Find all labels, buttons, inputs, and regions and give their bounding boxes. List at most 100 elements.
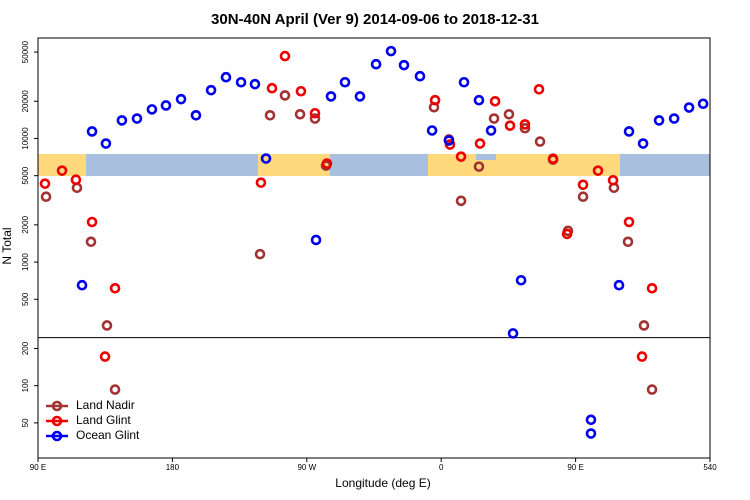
- point: [503, 108, 515, 120]
- point: [653, 115, 665, 126]
- point: [473, 94, 485, 106]
- point: [398, 59, 410, 71]
- x-tick-label: 90 E: [567, 463, 583, 472]
- point: [443, 135, 455, 146]
- y-tick-label: 100: [21, 378, 30, 392]
- point: [175, 93, 187, 105]
- point: [279, 90, 291, 101]
- point: [473, 161, 485, 172]
- point: [623, 126, 635, 137]
- point: [646, 384, 658, 395]
- point: [190, 110, 202, 121]
- y-tick-label: 200: [21, 341, 30, 355]
- point: [294, 108, 306, 120]
- point: [592, 165, 604, 176]
- x-tick-label: 90 E: [30, 463, 46, 472]
- point: [40, 191, 52, 203]
- point: [504, 120, 516, 131]
- point: [474, 138, 486, 149]
- legend-label: Land Glint: [76, 413, 131, 427]
- land-band: [428, 154, 476, 176]
- point: [131, 113, 143, 124]
- legend-label: Land Nadir: [76, 398, 135, 412]
- point: [310, 234, 322, 246]
- point: [309, 107, 321, 119]
- point: [254, 248, 266, 260]
- y-tick-label: 20000: [21, 90, 30, 113]
- legend-marker: [51, 415, 63, 427]
- point: [76, 279, 88, 291]
- point: [547, 153, 559, 165]
- point: [101, 320, 113, 331]
- point: [507, 328, 519, 339]
- plot-frame: [37, 37, 711, 459]
- point: [56, 165, 68, 176]
- point: [255, 177, 267, 188]
- point: [205, 84, 217, 96]
- y-tick-label: 50: [21, 418, 30, 427]
- point: [235, 76, 247, 88]
- point: [146, 104, 158, 115]
- y-tick-label: 50000: [21, 40, 30, 63]
- x-tick-label: 90 W: [297, 463, 316, 472]
- point: [385, 45, 397, 57]
- point: [489, 95, 501, 107]
- point: [109, 384, 121, 395]
- land-band: [38, 154, 86, 176]
- point: [116, 115, 128, 126]
- point: [85, 236, 97, 248]
- point: [109, 282, 121, 294]
- y-tick-label: 500: [21, 292, 30, 306]
- point: [607, 174, 619, 186]
- point: [309, 113, 321, 124]
- point: [160, 100, 172, 111]
- point: [71, 182, 83, 194]
- point: [86, 126, 98, 137]
- point: [646, 282, 658, 294]
- point: [515, 274, 527, 286]
- land-band: [258, 154, 330, 176]
- point: [577, 179, 589, 191]
- legend-marker: [51, 430, 63, 442]
- y-tick-label: 5000: [21, 166, 30, 184]
- point: [697, 98, 709, 110]
- x-axis-label: Longitude (deg E): [335, 476, 430, 490]
- point: [39, 178, 51, 189]
- point: [370, 58, 382, 70]
- y-tick-label: 10000: [21, 127, 30, 150]
- point: [683, 102, 695, 113]
- point: [485, 125, 497, 136]
- y-axis-label: N Total: [0, 227, 14, 264]
- point: [637, 138, 649, 149]
- point: [260, 153, 272, 164]
- legend-label: Ocean Glint: [76, 428, 140, 442]
- point: [458, 76, 470, 88]
- point: [585, 428, 597, 439]
- point: [519, 122, 531, 134]
- point: [295, 85, 307, 97]
- point: [668, 113, 680, 124]
- point: [577, 191, 589, 203]
- point: [636, 351, 648, 362]
- point: [622, 236, 634, 248]
- x-tick-label: 180: [166, 463, 180, 472]
- x-tick-label: 540: [703, 463, 717, 472]
- point: [220, 71, 232, 83]
- chart-title: 30N-40N April (Ver 9) 2014-09-06 to 2018…: [211, 11, 539, 28]
- point: [426, 125, 438, 136]
- point: [249, 78, 261, 90]
- x-tick-label: 0: [439, 463, 444, 472]
- point: [429, 94, 441, 106]
- point: [585, 414, 597, 426]
- point: [488, 113, 500, 124]
- point: [86, 216, 98, 228]
- point: [638, 320, 650, 331]
- point: [266, 82, 278, 94]
- land-band: [496, 154, 620, 176]
- point: [613, 279, 625, 291]
- legend-marker: [51, 400, 63, 412]
- point: [264, 110, 276, 121]
- point: [534, 136, 546, 147]
